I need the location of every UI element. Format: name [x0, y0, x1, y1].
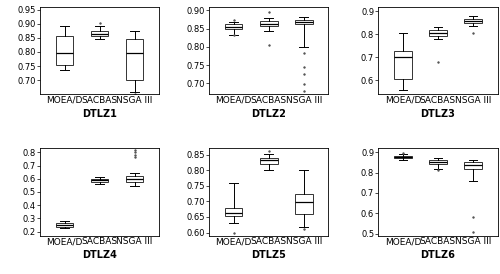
PathPatch shape — [394, 51, 411, 79]
X-axis label: DTLZ4: DTLZ4 — [82, 250, 117, 260]
PathPatch shape — [260, 21, 278, 26]
PathPatch shape — [429, 160, 446, 164]
PathPatch shape — [464, 162, 481, 169]
PathPatch shape — [126, 176, 144, 182]
PathPatch shape — [464, 19, 481, 23]
PathPatch shape — [260, 158, 278, 164]
X-axis label: DTLZ5: DTLZ5 — [252, 250, 286, 260]
PathPatch shape — [225, 24, 242, 29]
PathPatch shape — [295, 20, 312, 24]
PathPatch shape — [91, 179, 108, 182]
PathPatch shape — [56, 223, 74, 227]
X-axis label: DTLZ3: DTLZ3 — [420, 109, 456, 119]
X-axis label: DTLZ6: DTLZ6 — [420, 250, 456, 260]
PathPatch shape — [91, 31, 108, 36]
PathPatch shape — [295, 195, 312, 214]
PathPatch shape — [394, 156, 411, 158]
X-axis label: DTLZ1: DTLZ1 — [82, 109, 117, 119]
PathPatch shape — [126, 39, 144, 80]
PathPatch shape — [225, 208, 242, 216]
PathPatch shape — [56, 36, 74, 65]
X-axis label: DTLZ2: DTLZ2 — [252, 109, 286, 119]
PathPatch shape — [429, 30, 446, 36]
